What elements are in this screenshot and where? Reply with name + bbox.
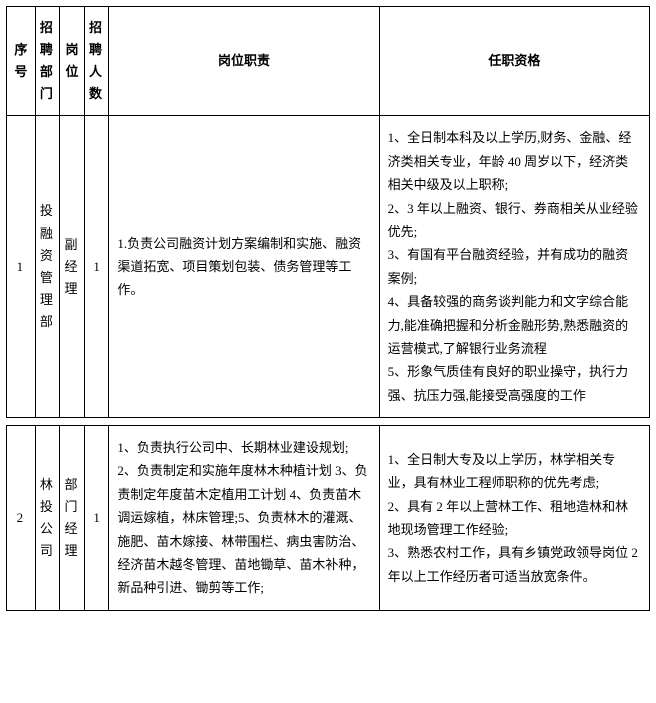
cell-seq: 1: [7, 116, 36, 418]
table-row: 1 投融资管理部 副经理 1 1.负责公司融资计划方案编制和实施、融资渠道拓宽、…: [7, 116, 650, 418]
header-count: 招聘人数: [84, 7, 109, 116]
cell-seq: 2: [7, 426, 36, 611]
cell-count: 1: [84, 426, 109, 611]
cell-qualification: 1、全日制大专及以上学历，林学相关专业，具有林业工程师职称的优先考虑;2、具有 …: [379, 426, 649, 611]
table-header-row: 序号 招聘部门 岗位 招聘人数 岗位职责 任职资格: [7, 7, 650, 116]
header-seq: 序号: [7, 7, 36, 116]
header-qualification: 任职资格: [379, 7, 649, 116]
cell-duty: 1、负责执行公司中、长期林业建设规划; 2、负责制定和实施年度林木种植计划 3、…: [109, 426, 379, 611]
cell-duty: 1.负责公司融资计划方案编制和实施、融资渠道拓宽、项目策划包装、债务管理等工作。: [109, 116, 379, 418]
recruitment-table: 序号 招聘部门 岗位 招聘人数 岗位职责 任职资格 1 投融资管理部 副经理 1…: [6, 6, 650, 618]
header-dept: 招聘部门: [35, 7, 60, 116]
spacer-row: [7, 610, 650, 618]
header-duty: 岗位职责: [109, 7, 379, 116]
table-row: 2 林投公司 部门经理 1 1、负责执行公司中、长期林业建设规划; 2、负责制定…: [7, 426, 650, 611]
cell-dept: 投融资管理部: [35, 116, 60, 418]
cell-position: 部门经理: [60, 426, 85, 611]
cell-dept: 林投公司: [35, 426, 60, 611]
spacer-row: [7, 418, 650, 426]
cell-qualification: 1、全日制本科及以上学历,财务、金融、经济类相关专业，年龄 40 周岁以下，经济…: [379, 116, 649, 418]
cell-position: 副经理: [60, 116, 85, 418]
cell-count: 1: [84, 116, 109, 418]
header-position: 岗位: [60, 7, 85, 116]
